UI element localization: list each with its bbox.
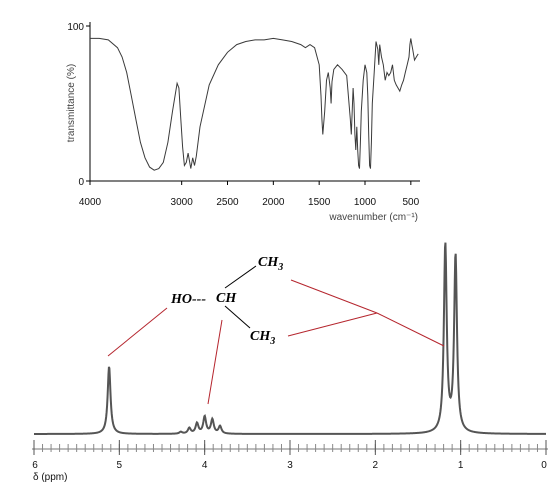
assign-line-oh bbox=[107, 307, 168, 357]
assign-line-ch3-bottom bbox=[287, 312, 378, 337]
ir-x-tick-label: 500 bbox=[402, 197, 419, 208]
nmr-series-line bbox=[34, 242, 546, 435]
ir-series-line bbox=[90, 37, 419, 171]
ir-x-label: wavenumber (cm⁻¹) bbox=[328, 212, 418, 223]
ir-x-tick-label: 3000 bbox=[171, 197, 194, 208]
methyl-top-label: CH3 bbox=[258, 255, 283, 273]
nmr-x-label: δ (ppm) bbox=[33, 472, 67, 483]
methyl-bottom-label: CH3 bbox=[250, 329, 275, 347]
nmr-x-tick-label: 4 bbox=[202, 460, 208, 471]
hydroxyl-label: HO--- bbox=[170, 292, 206, 307]
nmr-x-tick-label: 2 bbox=[373, 460, 379, 471]
ir-y-ticks: 100 0 bbox=[67, 22, 90, 188]
nmr-x-tick-label: 5 bbox=[117, 460, 123, 471]
nmr-x-ticks: 6 5 4 3 2 1 0 bbox=[32, 440, 547, 471]
assign-line-ch3-peak bbox=[376, 312, 445, 347]
ir-x-tick-label: 1500 bbox=[308, 197, 331, 208]
ch-label: CH bbox=[216, 291, 237, 306]
bond-ch-ch3-bottom bbox=[224, 305, 251, 329]
structure: HO--- CH CH3 CH3 bbox=[107, 255, 445, 405]
ir-x-ticks: 4000 3000 2500 2000 1500 1000 500 bbox=[79, 181, 420, 208]
bond-ch-ch3-top bbox=[224, 265, 257, 289]
nmr-x-tick-label: 1 bbox=[458, 460, 464, 471]
ir-x-tick-label: 2000 bbox=[262, 197, 285, 208]
assign-line-ch bbox=[207, 319, 223, 405]
nmr-chart: 6 5 4 3 2 1 0 δ (ppm) bbox=[32, 242, 548, 483]
nmr-x-tick-label: 3 bbox=[287, 460, 293, 471]
ir-x-tick-label: 2500 bbox=[216, 197, 239, 208]
ir-y-tick-label: 0 bbox=[78, 177, 84, 188]
ir-y-tick-label: 100 bbox=[67, 22, 84, 33]
assign-line-ch3-top bbox=[290, 279, 378, 314]
ir-x-tick-label: 4000 bbox=[79, 197, 102, 208]
nmr-x-tick-label: 0 bbox=[541, 460, 547, 471]
nmr-x-tick-label: 6 bbox=[32, 460, 38, 471]
ir-chart: 4000 3000 2500 2000 1500 1000 500 100 0 transmi… bbox=[66, 22, 420, 223]
ir-y-label: transmittance (%) bbox=[66, 64, 77, 142]
ir-x-tick-label: 1000 bbox=[354, 197, 377, 208]
